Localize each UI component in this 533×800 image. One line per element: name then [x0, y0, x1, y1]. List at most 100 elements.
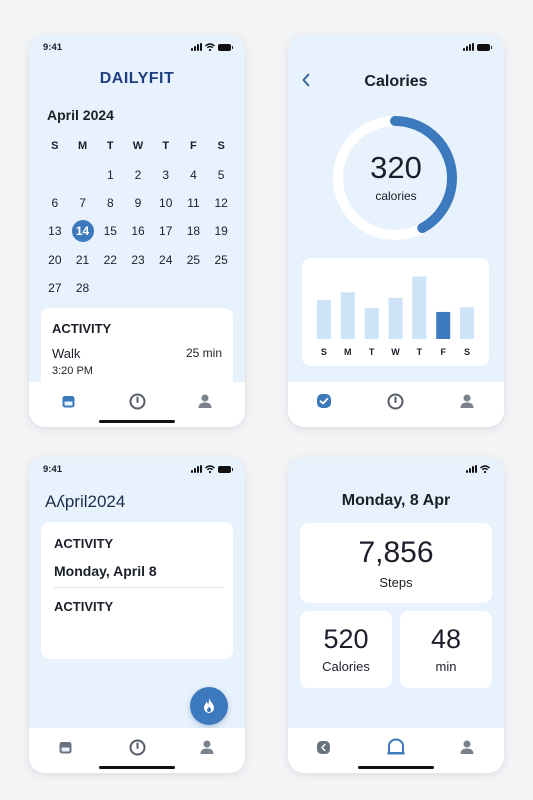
- calendar-day[interactable]: 24: [159, 252, 173, 267]
- weekday-label: S: [217, 140, 225, 153]
- chart-bar[interactable]: [460, 307, 475, 339]
- calendar-week: 13 14 15 16 17 18 19: [41, 217, 235, 245]
- calories-value: 520: [323, 624, 369, 654]
- calendar-day[interactable]: 12: [214, 195, 228, 210]
- tab-bar: [288, 728, 504, 773]
- activity-card[interactable]: ACTIVITY Walk 25 min 3:20 PM: [41, 308, 233, 388]
- tab-profile[interactable]: [458, 392, 476, 410]
- chart-tick-label: S: [321, 347, 327, 357]
- calendar-day[interactable]: 17: [159, 224, 173, 239]
- chart-bar[interactable]: [412, 276, 427, 339]
- calendar-day[interactable]: 6: [51, 195, 59, 210]
- calendar-day[interactable]: 20: [48, 252, 62, 267]
- tab-clock[interactable]: [386, 392, 404, 410]
- calendar-day[interactable]: 3: [162, 167, 170, 182]
- calendar-day[interactable]: 19: [214, 224, 228, 239]
- tab-calendar[interactable]: [56, 738, 74, 756]
- wifi-icon: [480, 465, 490, 473]
- calendar-week: 20 21 22 23 24 25 25: [41, 246, 235, 274]
- steps-card[interactable]: 7,856 Steps: [300, 523, 492, 603]
- chart-bar[interactable]: [340, 292, 355, 339]
- status-bar: 9:41: [43, 42, 233, 54]
- tab-profile[interactable]: [196, 392, 214, 410]
- profile-icon: [200, 740, 214, 754]
- tab-clock[interactable]: [128, 738, 146, 756]
- calendar-day[interactable]: 22: [103, 252, 117, 267]
- activity-time: 3:20 PM: [52, 365, 93, 377]
- calendar-day[interactable]: 2: [134, 167, 142, 182]
- calendar-day[interactable]: 1: [106, 167, 114, 182]
- calories-label: Calories: [322, 659, 370, 674]
- activity-card[interactable]: ACTIVITY Monday, April 8 ACTIVITY: [41, 522, 233, 659]
- calendar-day[interactable]: 13: [48, 224, 62, 239]
- battery-icon: [218, 44, 233, 51]
- profile-icon: [460, 394, 474, 408]
- steps-value: 7,856: [358, 536, 434, 569]
- calendar-day[interactable]: 5: [217, 167, 225, 182]
- calendar-day[interactable]: 9: [134, 195, 142, 210]
- status-bar: [302, 42, 492, 54]
- weekday-label: S: [51, 140, 59, 153]
- calendar-grid: S M T W T F S 1 2 3 4 5 6 7 8 9 10 11 12 13 14 15 16 17 18 19 20 21…: [41, 132, 235, 302]
- weekday-label: T: [162, 140, 170, 153]
- clock-icon: [387, 393, 403, 409]
- tab-bar: [29, 382, 245, 427]
- tab-calendar[interactable]: [59, 392, 77, 410]
- calendar-day[interactable]: 21: [75, 252, 90, 267]
- activity-heading: ACTIVITY: [52, 321, 112, 336]
- check-badge-icon: [317, 394, 331, 408]
- calendar-week: 6 7 8 9 10 11 12: [41, 189, 235, 217]
- calendar-day[interactable]: 27: [48, 281, 62, 296]
- tab-clock[interactable]: [128, 392, 146, 410]
- tab-check[interactable]: [315, 392, 333, 410]
- calendar-day[interactable]: 18: [186, 224, 201, 239]
- chart-bar[interactable]: [316, 299, 331, 339]
- calendar-day[interactable]: 10: [159, 195, 173, 210]
- status-time: 9:41: [43, 464, 63, 475]
- add-activity-button[interactable]: [190, 687, 228, 725]
- chart-tick-label: W: [391, 347, 400, 357]
- calendar-day[interactable]: 25: [214, 252, 228, 267]
- battery-icon: [218, 466, 233, 473]
- tab-profile[interactable]: [198, 738, 216, 756]
- bell-icon: [387, 738, 405, 755]
- activity-heading-secondary: ACTIVITY: [54, 599, 114, 614]
- signal-icon: [466, 465, 477, 473]
- calendar-day[interactable]: 7: [79, 195, 86, 210]
- tab-back[interactable]: [314, 738, 332, 756]
- home-indicator: [358, 766, 434, 769]
- chart-bar[interactable]: [364, 308, 379, 339]
- page-title: Calories: [364, 73, 428, 90]
- back-chevron-icon[interactable]: [301, 73, 311, 87]
- calories-card[interactable]: 520 Calories: [300, 611, 392, 688]
- page-title: Monday, 8 Apr: [341, 492, 451, 509]
- calendar-day[interactable]: 4: [190, 167, 197, 182]
- tab-profile[interactable]: [458, 738, 476, 756]
- steps-label: Steps: [379, 575, 413, 590]
- calendar-day[interactable]: 23: [131, 252, 145, 267]
- signal-icon: [191, 465, 202, 473]
- calendar-day[interactable]: 14: [71, 220, 94, 243]
- calendar-icon: [59, 741, 71, 753]
- tab-activity[interactable]: [386, 738, 406, 756]
- calendar-day[interactable]: 28: [75, 281, 90, 296]
- month-label: Aʎpril2024: [45, 492, 126, 511]
- chart-bar[interactable]: [436, 311, 451, 339]
- tab-bar: [288, 382, 504, 427]
- calendar-day[interactable]: 16: [131, 224, 145, 239]
- calendar-day[interactable]: 8: [106, 195, 114, 210]
- calendar-week: 27 28: [41, 274, 235, 302]
- calendar-day[interactable]: 25: [186, 252, 201, 267]
- activity-date: Monday, April 8: [54, 563, 157, 579]
- calendar-day[interactable]: 11: [187, 195, 200, 210]
- calorie-ring: [333, 116, 457, 240]
- minutes-card[interactable]: 48 min: [400, 611, 492, 688]
- weekday-label: T: [106, 140, 114, 153]
- status-bar: 9:41: [43, 464, 233, 476]
- calendar-day[interactable]: 15: [103, 224, 117, 239]
- chart-bar[interactable]: [388, 297, 403, 339]
- weekday-label: W: [132, 140, 144, 153]
- minutes-label: min: [435, 659, 457, 674]
